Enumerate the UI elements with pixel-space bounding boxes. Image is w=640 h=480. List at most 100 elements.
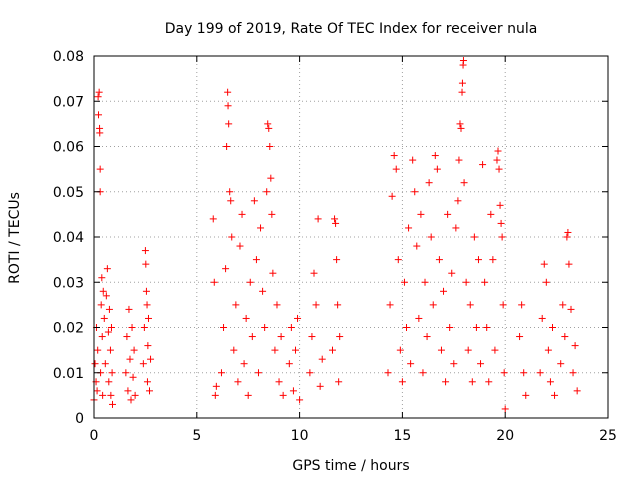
- data-point: [544, 346, 552, 354]
- data-point: [107, 324, 115, 331]
- data-point: [409, 156, 417, 164]
- data-points: [90, 57, 581, 413]
- data-point: [94, 93, 102, 101]
- data-point: [273, 301, 281, 309]
- data-point: [483, 324, 491, 331]
- data-point: [334, 301, 342, 309]
- data-point: [569, 369, 577, 377]
- data-point: [126, 355, 134, 363]
- x-tick-label: 5: [192, 428, 201, 444]
- data-point: [459, 57, 467, 65]
- grid: [94, 56, 608, 418]
- data-point: [226, 188, 234, 196]
- data-point: [489, 256, 497, 264]
- data-point: [446, 324, 454, 331]
- data-point: [93, 387, 101, 395]
- data-point: [267, 174, 275, 182]
- data-point: [495, 165, 503, 173]
- y-tick-label: 0.02: [53, 321, 84, 337]
- data-point: [104, 328, 112, 336]
- data-point: [130, 346, 138, 354]
- data-point: [125, 305, 133, 313]
- data-point: [108, 369, 116, 377]
- data-point: [494, 147, 502, 155]
- data-point: [498, 233, 506, 241]
- data-point: [479, 161, 487, 169]
- data-point: [224, 88, 232, 96]
- data-point: [312, 301, 320, 309]
- data-point: [559, 301, 567, 309]
- data-point: [94, 346, 102, 354]
- data-point: [477, 360, 485, 368]
- data-point: [431, 152, 439, 160]
- data-point: [468, 378, 476, 386]
- data-point: [96, 165, 104, 173]
- data-point: [332, 219, 340, 227]
- data-point: [101, 360, 109, 368]
- data-point: [538, 314, 546, 322]
- data-point: [386, 301, 394, 309]
- data-point: [240, 360, 248, 368]
- data-point: [457, 124, 465, 132]
- data-point: [396, 346, 404, 354]
- data-point: [259, 287, 267, 295]
- data-point: [230, 346, 238, 354]
- data-point: [99, 287, 107, 295]
- data-point: [285, 360, 293, 368]
- data-point: [141, 247, 149, 255]
- data-point: [548, 324, 556, 331]
- data-point: [440, 287, 448, 295]
- data-point: [454, 197, 462, 205]
- data-point: [487, 210, 495, 218]
- data-point: [289, 387, 297, 395]
- data-point: [403, 324, 411, 331]
- data-point: [294, 314, 302, 322]
- data-point: [458, 79, 466, 87]
- data-point: [331, 215, 339, 223]
- data-point: [102, 292, 110, 300]
- data-point: [105, 305, 113, 313]
- data-point: [444, 210, 452, 218]
- data-point: [228, 233, 236, 241]
- data-point: [400, 278, 408, 286]
- data-point: [131, 391, 139, 399]
- data-point: [437, 346, 445, 354]
- data-point: [91, 360, 99, 368]
- data-point: [261, 324, 269, 331]
- data-point: [209, 215, 217, 223]
- data-point: [421, 278, 429, 286]
- data-point: [493, 156, 501, 164]
- data-point: [277, 333, 285, 341]
- data-point: [129, 373, 137, 381]
- data-point: [481, 278, 489, 286]
- data-point: [232, 301, 240, 309]
- data-point: [390, 152, 398, 160]
- data-point: [124, 387, 132, 395]
- data-point: [222, 265, 230, 273]
- data-point: [417, 210, 425, 218]
- data-point: [542, 278, 550, 286]
- data-point: [140, 324, 148, 331]
- data-point: [384, 369, 392, 377]
- data-point: [435, 256, 443, 264]
- data-point: [427, 233, 435, 241]
- y-tick-label: 0.04: [53, 230, 84, 246]
- data-point: [242, 314, 250, 322]
- data-point: [236, 242, 244, 250]
- data-point: [296, 396, 304, 404]
- data-point: [269, 269, 277, 277]
- data-point: [571, 342, 579, 350]
- data-point: [291, 346, 299, 354]
- data-point: [98, 333, 106, 341]
- x-axis-title: GPS time / hours: [292, 458, 409, 474]
- data-point: [109, 400, 117, 408]
- data-point: [224, 102, 232, 110]
- data-point: [398, 378, 406, 386]
- data-point: [252, 256, 260, 264]
- data-point: [238, 210, 246, 218]
- data-point: [244, 391, 252, 399]
- x-tick-label: 0: [90, 428, 99, 444]
- data-point: [442, 378, 450, 386]
- data-point: [564, 228, 572, 236]
- data-point: [268, 210, 276, 218]
